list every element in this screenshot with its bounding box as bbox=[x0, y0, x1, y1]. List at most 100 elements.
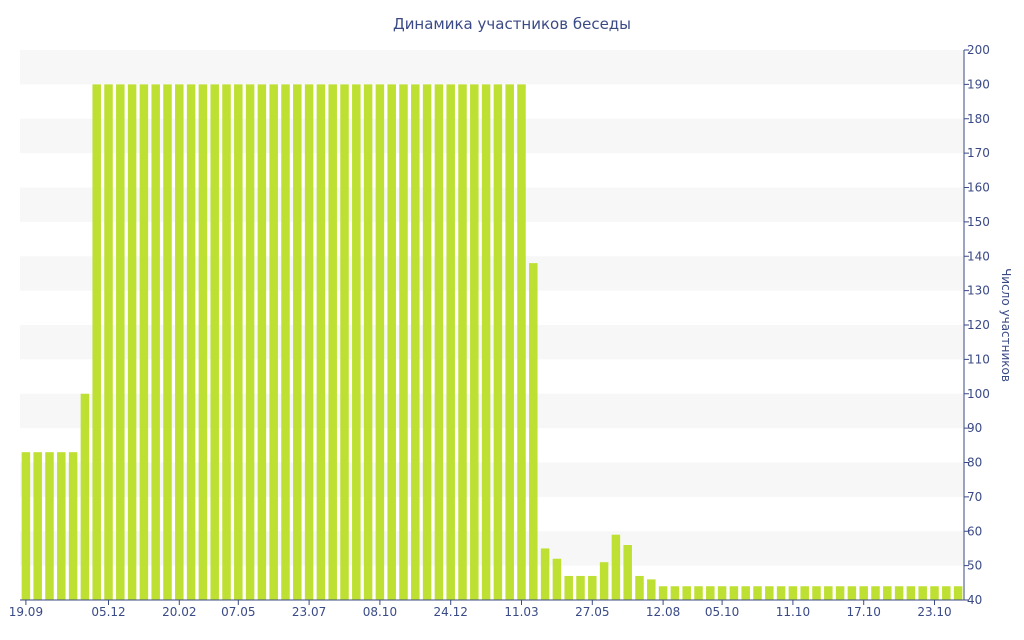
y-tick-label: 180 bbox=[967, 112, 990, 126]
bar bbox=[694, 586, 703, 600]
bar bbox=[434, 84, 444, 601]
bar bbox=[717, 586, 727, 600]
bar bbox=[859, 586, 868, 600]
bar bbox=[540, 548, 550, 600]
bar bbox=[458, 84, 467, 601]
bar bbox=[198, 84, 208, 601]
bar bbox=[647, 579, 656, 601]
x-tick-label: 24.12 bbox=[434, 605, 468, 619]
bar bbox=[340, 84, 349, 601]
bar bbox=[92, 84, 101, 601]
grid-bands bbox=[20, 50, 964, 566]
grid-band bbox=[20, 325, 964, 360]
bar bbox=[765, 586, 774, 600]
bar bbox=[481, 84, 491, 601]
x-tick-label: 19.09 bbox=[9, 605, 43, 619]
x-tick-label: 07.05 bbox=[221, 605, 255, 619]
bar bbox=[741, 586, 750, 600]
bar bbox=[210, 84, 219, 601]
y-tick-label: 100 bbox=[967, 387, 990, 401]
bar bbox=[564, 575, 573, 600]
bar bbox=[552, 558, 562, 600]
bar bbox=[824, 586, 833, 600]
bar bbox=[281, 84, 290, 601]
bar bbox=[658, 586, 668, 600]
y-tick-label: 190 bbox=[967, 77, 990, 91]
bar bbox=[293, 84, 302, 601]
bar bbox=[186, 84, 196, 601]
bar bbox=[387, 84, 396, 601]
bar bbox=[517, 84, 526, 601]
bar bbox=[529, 263, 538, 601]
bar bbox=[894, 586, 904, 600]
x-tick-label: 05.10 bbox=[705, 605, 739, 619]
x-tick-label: 17.10 bbox=[847, 605, 881, 619]
bar bbox=[493, 84, 503, 601]
y-axis-ticks: 40 50 60 70 80 90 100 110 120 130 140 150 160 170 180 1… bbox=[964, 43, 990, 607]
bar bbox=[316, 84, 326, 601]
bar bbox=[942, 586, 951, 600]
bar bbox=[753, 586, 762, 600]
bar bbox=[222, 84, 231, 601]
bar bbox=[163, 84, 172, 601]
grid-band bbox=[20, 256, 964, 291]
y-tick-label: 150 bbox=[967, 215, 990, 229]
bar bbox=[411, 84, 420, 601]
bar bbox=[835, 586, 845, 600]
y-tick-label: 170 bbox=[967, 146, 990, 160]
grid-band bbox=[20, 393, 964, 429]
y-tick-label: 130 bbox=[967, 284, 990, 298]
bar bbox=[812, 586, 821, 600]
x-tick-label: 05.12 bbox=[91, 605, 125, 619]
bar bbox=[104, 84, 113, 601]
bars bbox=[21, 84, 963, 601]
y-tick-label: 90 bbox=[967, 421, 982, 435]
bar bbox=[80, 393, 90, 600]
bar bbox=[57, 452, 66, 600]
grid-band bbox=[20, 118, 964, 154]
bar bbox=[800, 586, 809, 600]
bar bbox=[953, 586, 963, 600]
bar bbox=[682, 586, 691, 600]
y-axis-label: Число участников bbox=[999, 268, 1013, 382]
bar bbox=[363, 84, 373, 601]
y-tick-label: 110 bbox=[967, 352, 990, 366]
bar bbox=[505, 84, 514, 601]
y-tick-label: 140 bbox=[967, 249, 990, 263]
bar bbox=[788, 586, 798, 600]
grid-band bbox=[20, 531, 964, 566]
chart-title: Динамика участников беседы bbox=[393, 15, 631, 33]
bar bbox=[116, 84, 125, 601]
bar bbox=[304, 84, 314, 601]
bar bbox=[623, 545, 632, 600]
bar bbox=[611, 534, 621, 600]
x-tick-label: 11.10 bbox=[776, 605, 810, 619]
bar bbox=[635, 575, 644, 600]
bar bbox=[871, 586, 880, 600]
x-tick-label: 23.10 bbox=[917, 605, 951, 619]
bar bbox=[776, 586, 786, 600]
y-tick-label: 40 bbox=[967, 593, 982, 607]
y-tick-label: 200 bbox=[967, 43, 990, 57]
bar bbox=[245, 84, 255, 601]
bar bbox=[352, 84, 361, 601]
bar bbox=[21, 452, 31, 600]
bar bbox=[139, 84, 149, 601]
grid-band bbox=[20, 462, 964, 497]
bar bbox=[375, 84, 385, 601]
bar bbox=[706, 586, 715, 600]
bar bbox=[670, 586, 680, 600]
grid-band bbox=[20, 50, 964, 85]
grid-band bbox=[20, 187, 964, 222]
bar bbox=[234, 84, 243, 601]
bar bbox=[328, 84, 337, 601]
bar bbox=[175, 84, 184, 601]
bar bbox=[729, 586, 739, 600]
bar bbox=[399, 84, 408, 601]
x-tick-label: 27.05 bbox=[575, 605, 609, 619]
bar bbox=[33, 452, 42, 600]
bar bbox=[470, 84, 479, 601]
y-tick-label: 60 bbox=[967, 524, 982, 538]
bar bbox=[930, 586, 939, 600]
x-tick-label: 08.10 bbox=[363, 605, 397, 619]
